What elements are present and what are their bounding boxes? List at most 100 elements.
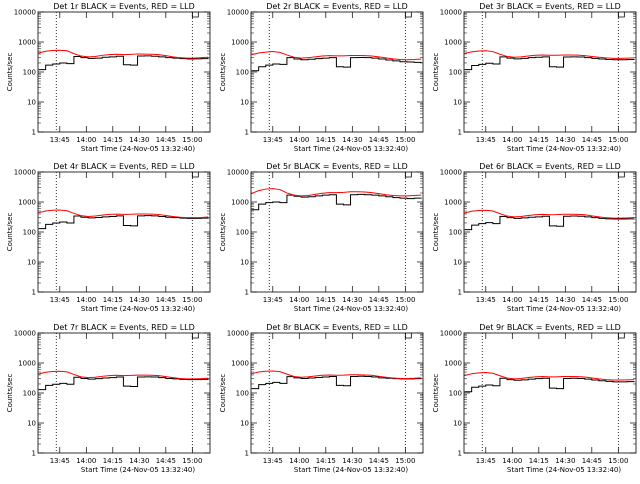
panel-title: Det 5r BLACK = Events, RED = LLD (266, 162, 408, 171)
x-tick-label: 14:00 (76, 136, 96, 144)
y-tick-label: 10 (453, 259, 462, 267)
x-axis-label: Start Time (24-Nov-05 13:32:40) (81, 305, 195, 313)
lld-series-line (38, 49, 209, 59)
events-series-line (38, 55, 209, 71)
y-axis-label: Counts/sec (6, 374, 14, 413)
x-tick-label: 14:00 (76, 457, 96, 465)
x-axis-label: Start Time (24-Nov-05 13:32:40) (81, 466, 195, 474)
y-tick-label: 100 (23, 390, 36, 398)
y-tick-label: 100 (236, 390, 249, 398)
events-series-line (251, 56, 422, 72)
y-tick-label: 10000 (440, 169, 462, 177)
y-tick-label: 100 (236, 69, 249, 77)
y-tick-label: 1 (245, 289, 249, 297)
y-tick-label: 10000 (227, 330, 249, 338)
y-tick-label: 1000 (18, 199, 36, 207)
x-tick-label: 14:30 (342, 457, 362, 465)
panel-title: Det 1r BLACK = Events, RED = LLD (53, 2, 195, 11)
x-tick-label: 14:00 (289, 296, 309, 304)
x-tick-label: 14:15 (316, 457, 336, 465)
x-tick-label: 13:45 (263, 136, 283, 144)
x-tick-label: 14:15 (103, 136, 123, 144)
x-axis-label: Start Time (24-Nov-05 13:32:40) (507, 145, 621, 153)
top-marker-bracket (191, 333, 199, 339)
y-tick-label: 100 (449, 69, 462, 77)
x-tick-label: 15:00 (182, 136, 202, 144)
x-tick-label: 13:45 (476, 457, 496, 465)
x-tick-label: 14:30 (555, 136, 575, 144)
y-tick-label: 1000 (444, 199, 462, 207)
y-tick-label: 10 (453, 420, 462, 428)
panel-title: Det 7r BLACK = Events, RED = LLD (53, 323, 195, 332)
plot-frame (37, 332, 211, 454)
top-marker-bracket (191, 12, 199, 18)
y-tick-label: 10 (240, 420, 249, 428)
top-marker-bracket (404, 172, 412, 178)
plot-frame (37, 171, 211, 293)
y-tick-label: 100 (236, 229, 249, 237)
x-tick-label: 14:45 (369, 457, 389, 465)
top-marker-bracket (617, 172, 625, 178)
x-tick-label: 14:00 (289, 457, 309, 465)
detector-panel: Det 1r BLACK = Events, RED = LLD 1 10 100 10… (6, 2, 211, 153)
x-axis-label: Start Time (24-Nov-05 13:32:40) (507, 466, 621, 474)
x-tick-label: 14:00 (502, 296, 522, 304)
detector-panel: Det 7r BLACK = Events, RED = LLD 1 10 100 10… (6, 323, 211, 474)
x-tick-label: 14:45 (156, 457, 176, 465)
x-tick-label: 14:00 (76, 296, 96, 304)
plot-frame (463, 11, 637, 133)
x-tick-label: 13:45 (50, 136, 70, 144)
x-tick-label: 13:45 (476, 136, 496, 144)
y-tick-label: 10000 (227, 169, 249, 177)
lld-series-line (38, 370, 209, 380)
plot-frame (250, 171, 424, 293)
events-series-line (464, 215, 635, 231)
x-tick-label: 14:00 (502, 457, 522, 465)
top-marker-bracket (191, 172, 199, 178)
y-tick-label: 1 (458, 450, 462, 458)
x-tick-label: 14:15 (529, 136, 549, 144)
x-tick-label: 14:15 (316, 296, 336, 304)
x-tick-label: 14:30 (129, 457, 149, 465)
panel-title: Det 9r BLACK = Events, RED = LLD (479, 323, 621, 332)
detector-panel: Det 6r BLACK = Events, RED = LLD 1 10 100 10… (432, 162, 637, 313)
x-tick-label: 13:45 (50, 457, 70, 465)
lld-series-line (464, 372, 635, 381)
y-tick-label: 10 (27, 99, 36, 107)
lld-series-line (251, 370, 422, 379)
y-axis-label: Counts/sec (432, 53, 440, 92)
x-tick-label: 13:45 (50, 296, 70, 304)
x-tick-label: 14:30 (129, 136, 149, 144)
x-tick-label: 15:00 (608, 457, 628, 465)
plot-frame (463, 171, 637, 293)
detector-panel: Det 3r BLACK = Events, RED = LLD 1 10 100 10… (432, 2, 637, 153)
y-tick-label: 100 (23, 69, 36, 77)
x-tick-label: 14:15 (103, 457, 123, 465)
y-tick-label: 1000 (231, 360, 249, 368)
y-tick-label: 1 (458, 289, 462, 297)
x-tick-label: 14:00 (289, 136, 309, 144)
x-tick-label: 14:30 (555, 457, 575, 465)
y-tick-label: 10000 (14, 169, 36, 177)
x-tick-label: 14:30 (342, 296, 362, 304)
y-tick-label: 1000 (18, 39, 36, 47)
x-tick-label: 15:00 (395, 136, 415, 144)
x-tick-label: 15:00 (608, 136, 628, 144)
events-series-line (38, 376, 209, 391)
y-tick-label: 10 (27, 259, 36, 267)
detector-panel: Det 8r BLACK = Events, RED = LLD 1 10 100 10… (219, 323, 424, 474)
x-tick-label: 14:45 (582, 457, 602, 465)
events-series-line (464, 56, 635, 71)
y-tick-label: 1000 (231, 39, 249, 47)
events-series-line (464, 377, 635, 393)
lld-series-line (251, 188, 422, 197)
y-tick-label: 10 (453, 99, 462, 107)
y-axis-label: Counts/sec (432, 213, 440, 252)
x-axis-label: Start Time (24-Nov-05 13:32:40) (81, 145, 195, 153)
y-tick-label: 100 (449, 390, 462, 398)
lld-series-line (38, 209, 209, 219)
y-tick-label: 10000 (440, 330, 462, 338)
lld-series-line (464, 209, 635, 219)
y-axis-label: Counts/sec (219, 374, 227, 413)
